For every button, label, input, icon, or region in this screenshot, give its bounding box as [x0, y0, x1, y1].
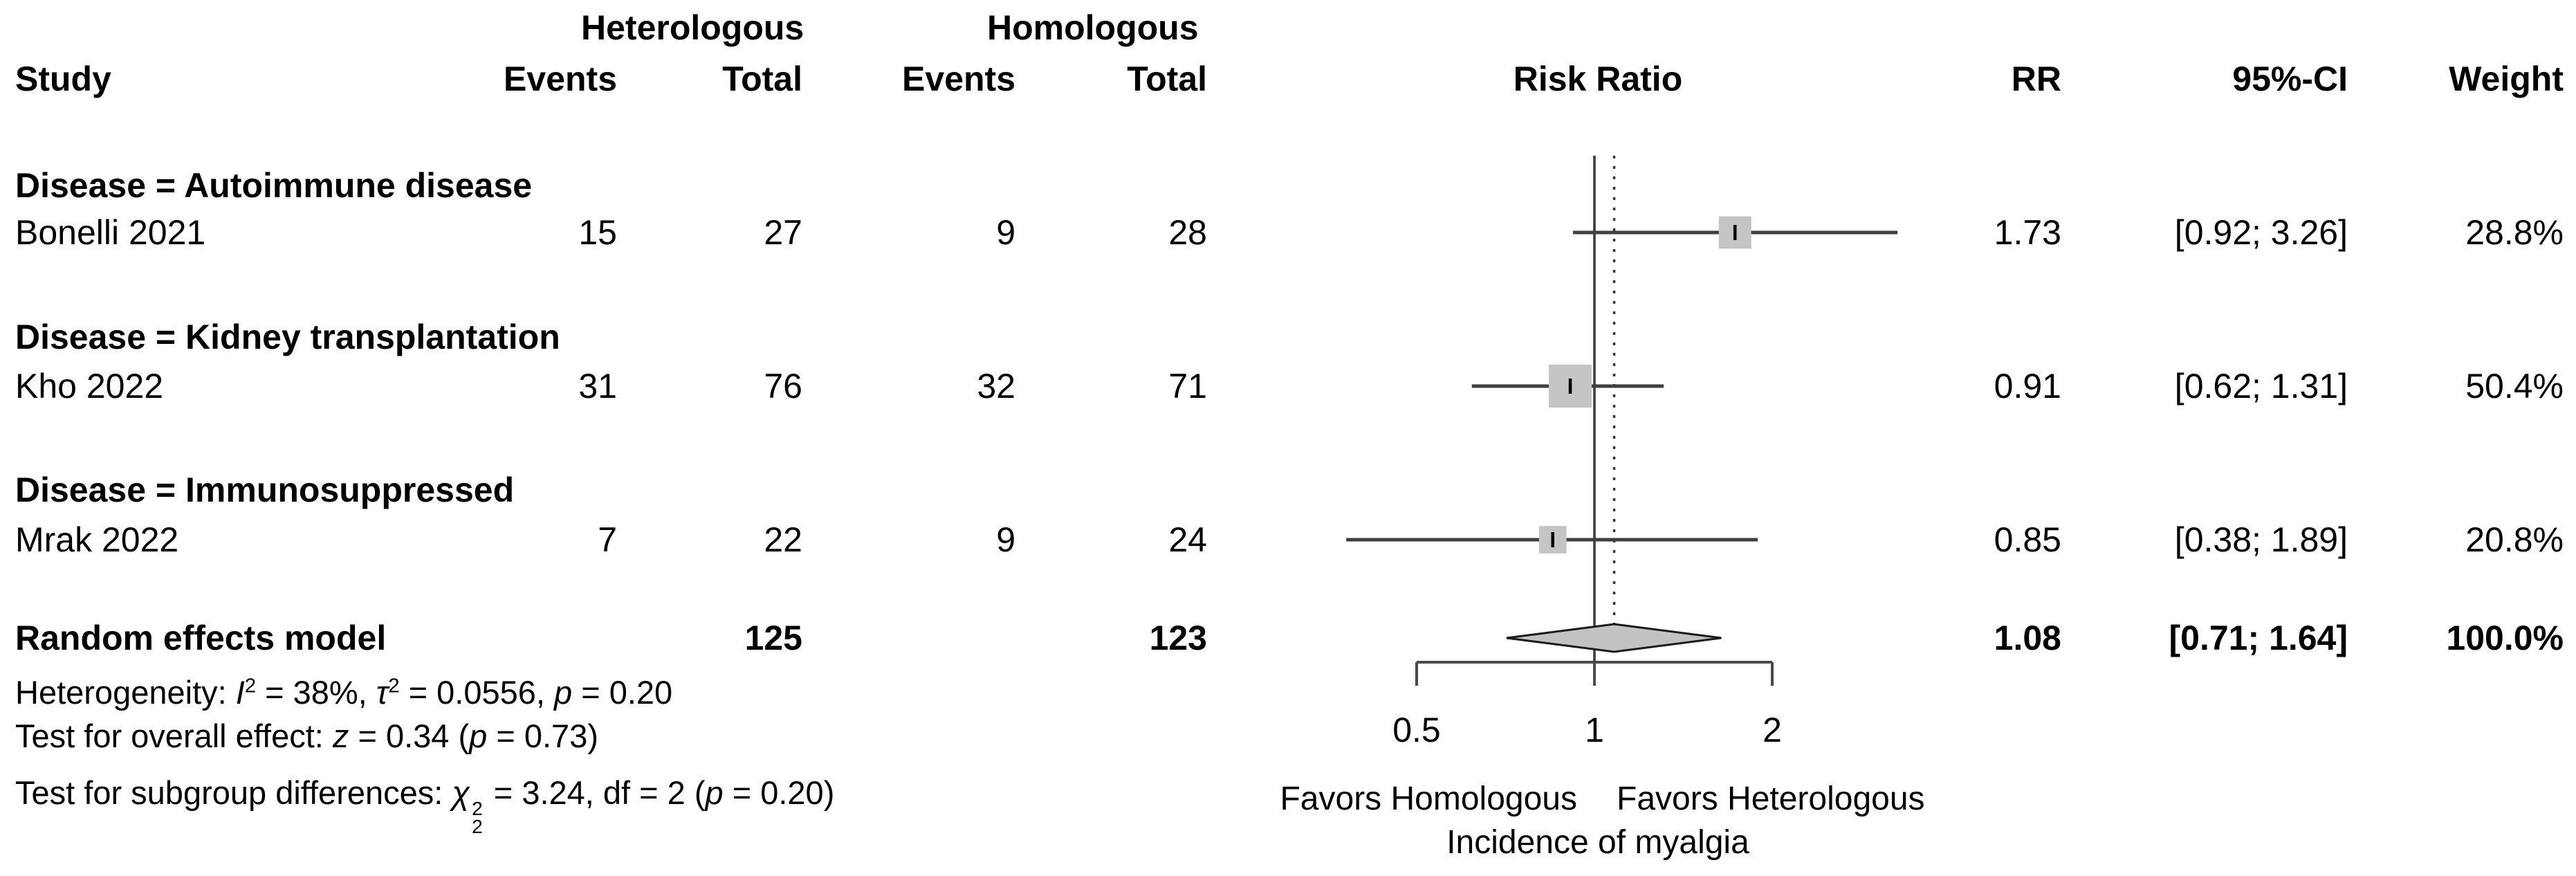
axis-tick-1: 1	[1585, 711, 1604, 749]
column-header-hom-total: Total	[1127, 60, 1207, 98]
x-axis-title: Incidence of myalgia	[1446, 824, 1749, 861]
hom-total-cell: 24	[1168, 520, 1207, 559]
column-header-het-events: Events	[504, 60, 617, 98]
pooled-row: Random effects model 125 123 1.08 [0.71;…	[0, 617, 2576, 659]
subgroup-heading: Disease = Kidney transplantation	[15, 318, 560, 356]
subgroup-heading: Disease = Autoimmune disease	[15, 166, 533, 205]
hom-events-cell: 9	[996, 213, 1015, 252]
study-row: Bonelli 2021 15 27 9 28 1.73 [0.92; 3.26…	[0, 212, 2576, 253]
group-header-homologous: Homologous	[987, 8, 1199, 47]
hom-events-cell: 9	[996, 520, 1015, 559]
heterogeneity-note: Heterogeneity: I2 = 38%, τ2 = 0.0556, p …	[15, 674, 673, 711]
study-name: Kho 2022	[15, 367, 164, 405]
column-header-het-total: Total	[722, 60, 802, 98]
het-events-cell: 31	[578, 367, 617, 405]
study-row: Mrak 2022 7 22 9 24 0.85 [0.38; 1.89] 20…	[0, 519, 2576, 560]
het-events-cell: 7	[598, 520, 617, 559]
hom-total-cell: 71	[1168, 367, 1207, 405]
column-header-ci: 95%-CI	[2232, 60, 2348, 98]
het-events-cell: 15	[578, 213, 617, 252]
overall-effect-note: Test for overall effect: z = 0.34 (p = 0…	[15, 718, 598, 754]
pooled-model-label: Random effects model	[15, 619, 387, 657]
study-row: Kho 2022 31 76 32 71 0.91 [0.62; 1.31] 5…	[0, 365, 2576, 407]
header-group-row: Heterologous Homologous	[0, 7, 2576, 48]
rr-cell: 1.73	[1994, 213, 2061, 252]
hom-total-cell: 28	[1168, 213, 1207, 252]
column-header-weight: Weight	[2449, 60, 2564, 98]
rr-cell: 0.91	[1994, 367, 2061, 405]
weight-cell: 20.8%	[2465, 520, 2564, 559]
weight-cell: 28.8%	[2465, 213, 2564, 252]
group-header-heterologous: Heterologous	[581, 8, 804, 47]
het-total-cell: 27	[764, 213, 802, 252]
subgroup-heading-row: Disease = Autoimmune disease	[0, 165, 2576, 206]
pooled-rr-cell: 1.08	[1994, 619, 2061, 657]
subgroup-heading-row: Disease = Immunosuppressed	[0, 469, 2576, 511]
het-total-cell: 22	[764, 520, 802, 559]
column-header-study: Study	[15, 60, 111, 98]
study-name: Bonelli 2021	[15, 213, 206, 252]
study-name: Mrak 2022	[15, 520, 179, 559]
ci-cell: [0.38; 1.89]	[2174, 520, 2348, 559]
hom-events-cell: 32	[977, 367, 1015, 405]
axis-tick-0.5: 0.5	[1392, 711, 1441, 749]
pooled-het-total-cell: 125	[744, 619, 802, 657]
column-header-hom-events: Events	[902, 60, 1015, 98]
favors-left-label: Favors Homologous	[1280, 781, 1577, 817]
axis-tick-2: 2	[1763, 711, 1782, 749]
pooled-hom-total-cell: 123	[1149, 619, 1207, 657]
rr-cell: 0.85	[1994, 520, 2061, 559]
subgroup-heading: Disease = Immunosuppressed	[15, 471, 515, 509]
favors-right-label: Favors Heterologous	[1617, 781, 1925, 817]
column-header-risk-ratio: Risk Ratio	[1513, 60, 1683, 98]
ci-cell: [0.62; 1.31]	[2174, 367, 2348, 405]
column-header-rr: RR	[2011, 60, 2061, 98]
weight-cell: 50.4%	[2465, 367, 2564, 405]
het-total-cell: 76	[764, 367, 802, 405]
subgroup-heading-row: Disease = Kidney transplantation	[0, 316, 2576, 358]
header-columns-row: Study Events Total Events Total Risk Rat…	[0, 58, 2576, 100]
ci-cell: [0.92; 3.26]	[2174, 213, 2348, 252]
pooled-weight-cell: 100.0%	[2446, 619, 2564, 657]
pooled-ci-cell: [0.71; 1.64]	[2169, 619, 2348, 657]
